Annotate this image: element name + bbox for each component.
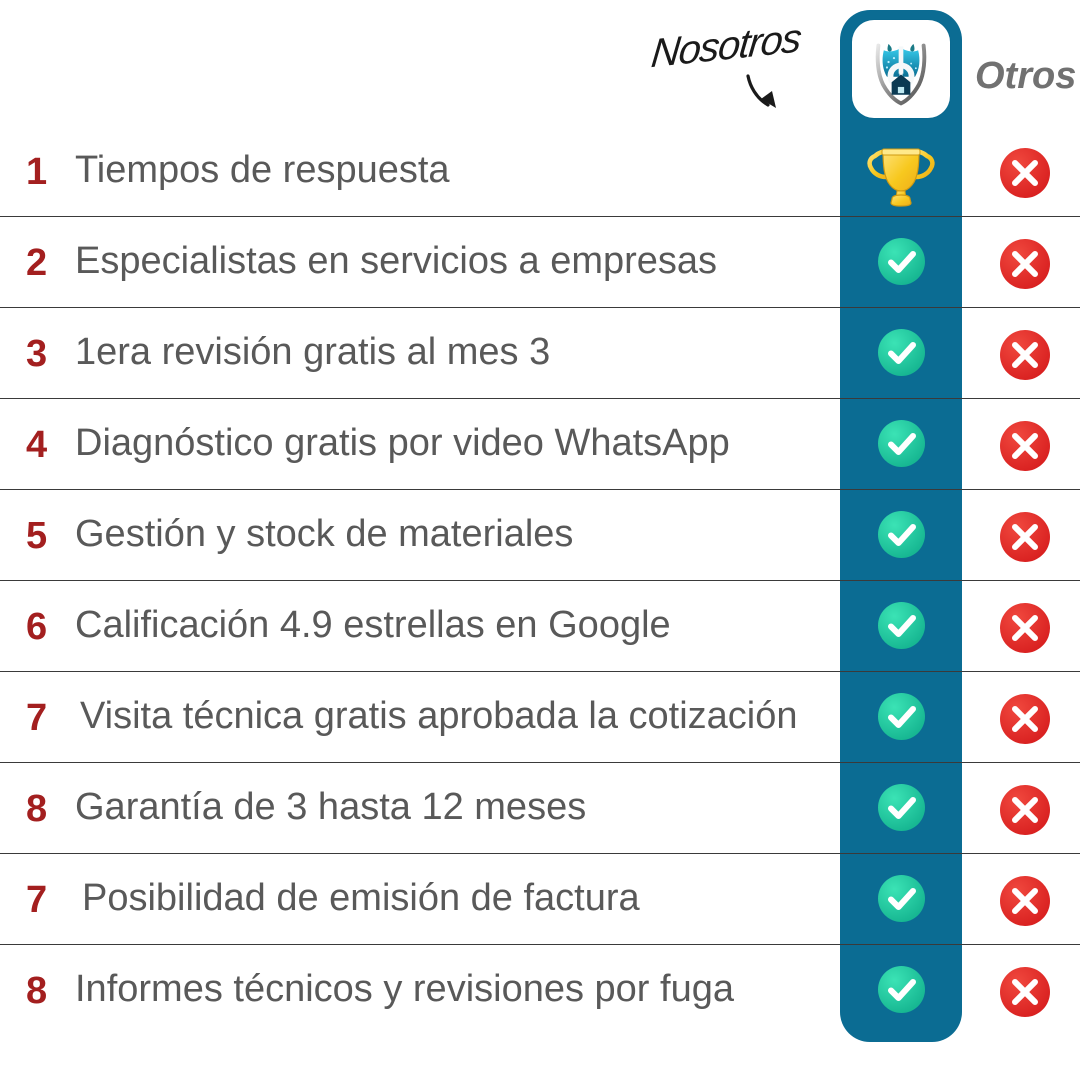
svg-text:Nosotros: Nosotros: [649, 14, 804, 76]
